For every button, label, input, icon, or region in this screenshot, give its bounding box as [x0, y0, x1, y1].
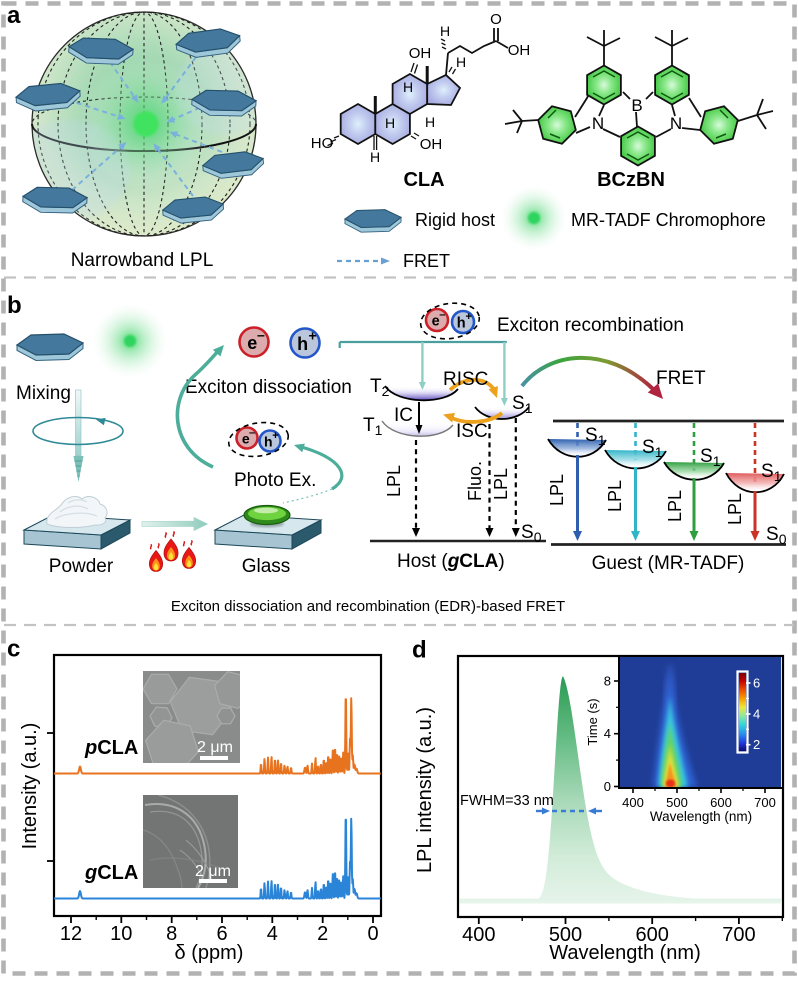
svg-text:12: 12	[60, 923, 82, 945]
svg-text:Powder: Powder	[49, 556, 114, 577]
svg-text:e: e	[242, 430, 250, 446]
svg-text:H: H	[370, 149, 380, 165]
svg-text:a: a	[7, 2, 21, 29]
svg-text:Wavelength (nm): Wavelength (nm)	[650, 809, 752, 824]
svg-text:B: B	[631, 96, 642, 115]
svg-text:CLA: CLA	[403, 169, 444, 191]
svg-text:Exciton dissociation and recom: Exciton dissociation and recombination (…	[171, 598, 565, 615]
svg-text:LPL intensity (a.u.): LPL intensity (a.u.)	[414, 707, 436, 873]
svg-text:H: H	[385, 115, 395, 131]
svg-text:h: h	[264, 433, 273, 449]
svg-text:Intensity (a.u.): Intensity (a.u.)	[19, 723, 41, 850]
svg-text:Wavelength (nm): Wavelength (nm)	[549, 942, 701, 964]
svg-text:e: e	[247, 333, 257, 353]
svg-text:RISC: RISC	[443, 369, 488, 390]
svg-text:Guest (MR-TADF): Guest (MR-TADF)	[592, 553, 745, 574]
svg-text:H: H	[425, 114, 435, 130]
svg-text:LPL: LPL	[665, 490, 685, 522]
svg-text:+: +	[272, 430, 278, 442]
svg-text:600: 600	[636, 924, 669, 946]
svg-text:FRET: FRET	[656, 368, 706, 389]
svg-text:+: +	[308, 327, 316, 343]
svg-text:600: 600	[710, 795, 732, 810]
svg-text:Time (s): Time (s)	[585, 698, 600, 745]
svg-text:δ (ppm): δ (ppm)	[175, 942, 244, 964]
svg-text:2 μm: 2 μm	[195, 863, 231, 880]
svg-text:H: H	[456, 54, 466, 70]
svg-text:MR-TADF Chromophore: MR-TADF Chromophore	[571, 210, 766, 230]
svg-text:LPL: LPL	[491, 468, 511, 500]
svg-text:OH: OH	[508, 42, 531, 59]
svg-text:2: 2	[753, 737, 760, 752]
svg-text:IC: IC	[394, 405, 413, 426]
svg-text:8: 8	[166, 923, 177, 945]
svg-text:+: +	[466, 311, 472, 323]
svg-text:d: d	[412, 637, 427, 664]
svg-text:Host (gCLA): Host (gCLA)	[397, 551, 505, 572]
svg-text:4: 4	[604, 726, 611, 741]
svg-text:LPL: LPL	[725, 493, 745, 525]
svg-text:N: N	[592, 114, 604, 133]
svg-text:H: H	[440, 23, 450, 39]
svg-text:500: 500	[549, 924, 582, 946]
svg-text:Exciton recombination: Exciton recombination	[497, 315, 684, 336]
svg-text:LPL: LPL	[605, 480, 625, 512]
svg-text:LPL: LPL	[547, 474, 567, 506]
svg-text:Mixing: Mixing	[16, 383, 71, 404]
svg-text:Rigid host: Rigid host	[415, 210, 495, 230]
svg-text:BCzBN: BCzBN	[597, 169, 665, 191]
svg-text:HO: HO	[311, 135, 334, 152]
svg-text:e: e	[432, 314, 440, 330]
svg-text:O: O	[490, 11, 502, 28]
svg-text:OH: OH	[420, 136, 443, 153]
svg-text:Fluo.: Fluo.	[465, 461, 485, 501]
svg-text:ISC: ISC	[456, 421, 488, 442]
svg-text:2 μm: 2 μm	[197, 739, 233, 756]
svg-text:2: 2	[317, 923, 328, 945]
svg-text:c: c	[7, 636, 20, 663]
svg-text:N: N	[670, 114, 682, 133]
svg-text:0: 0	[604, 779, 611, 794]
svg-text:–: –	[249, 427, 255, 439]
svg-text:pCLA: pCLA	[84, 737, 138, 759]
svg-text:Exciton dissociation: Exciton dissociation	[185, 377, 352, 398]
svg-text:Narrowband LPL: Narrowband LPL	[71, 250, 214, 271]
svg-text:10: 10	[110, 923, 132, 945]
svg-text:FWHM=33 nm: FWHM=33 nm	[460, 793, 554, 809]
svg-text:H: H	[403, 79, 413, 95]
svg-text:400: 400	[622, 795, 644, 810]
svg-text:6: 6	[753, 676, 760, 691]
svg-text:4: 4	[267, 923, 278, 945]
svg-text:–: –	[439, 309, 445, 321]
svg-text:LPL: LPL	[384, 465, 404, 497]
svg-text:Glass: Glass	[242, 556, 291, 577]
svg-text:0: 0	[367, 923, 378, 945]
svg-text:400: 400	[462, 924, 495, 946]
svg-text:500: 500	[666, 795, 688, 810]
svg-text:700: 700	[722, 924, 755, 946]
svg-text:FRET: FRET	[403, 251, 450, 271]
svg-text:Photo Ex.: Photo Ex.	[234, 470, 316, 491]
svg-text:gCLA: gCLA	[84, 862, 138, 884]
svg-text:h: h	[457, 316, 466, 332]
svg-text:4: 4	[753, 707, 760, 722]
svg-text:6: 6	[216, 923, 227, 945]
svg-text:OH: OH	[409, 45, 432, 62]
svg-text:8: 8	[604, 674, 611, 689]
svg-text:b: b	[7, 292, 22, 319]
svg-text:700: 700	[754, 795, 776, 810]
svg-text:h: h	[297, 334, 308, 354]
svg-text:–: –	[257, 326, 265, 342]
